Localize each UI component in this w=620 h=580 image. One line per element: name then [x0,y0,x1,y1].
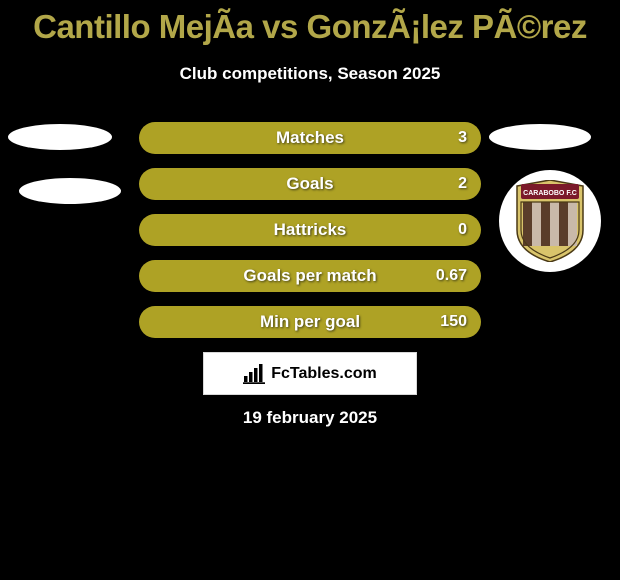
stat-value: 3 [458,129,467,147]
stat-row: Hattricks 0 [139,214,481,246]
stat-value: 0 [458,221,467,239]
stat-value: 150 [440,313,467,331]
shield-icon: CARABOBO F.C [515,180,585,262]
brand-badge: FcTables.com [203,352,417,395]
crest-text: CARABOBO F.C [523,190,577,197]
decorative-ellipse [8,124,112,150]
stats-list: Matches 3 Goals 2 Hattricks 0 Goals per … [139,122,481,352]
stat-row: Min per goal 150 [139,306,481,338]
club-crest: CARABOBO F.C [499,170,601,272]
footer-date: 19 february 2025 [0,408,620,428]
stat-row: Goals per match 0.67 [139,260,481,292]
stat-value: 0.67 [436,267,467,285]
stat-value: 2 [458,175,467,193]
brand-text: FcTables.com [271,365,377,383]
decorative-ellipse [489,124,591,150]
bar-chart-icon [243,364,265,384]
page-title: Cantillo MejÃ­a vs GonzÃ¡lez PÃ©rez [0,0,620,46]
stat-label: Matches [276,128,344,148]
decorative-ellipse [19,178,121,204]
stat-label: Goals per match [243,266,376,286]
subtitle: Club competitions, Season 2025 [0,64,620,84]
stat-label: Goals [286,174,333,194]
stat-row: Matches 3 [139,122,481,154]
stat-row: Goals 2 [139,168,481,200]
stat-label: Min per goal [260,312,360,332]
stat-label: Hattricks [274,220,347,240]
